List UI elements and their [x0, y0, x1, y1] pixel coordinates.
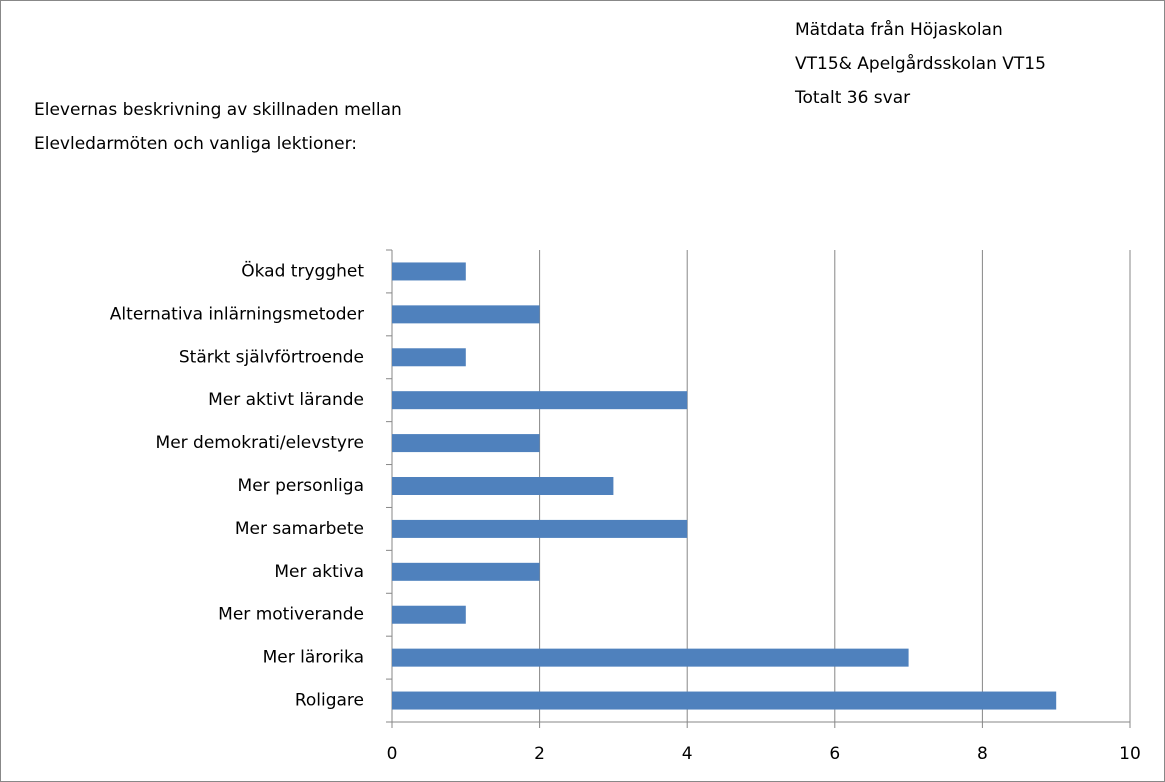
x-tick-label: 10 — [1119, 744, 1141, 764]
x-tick-label: 0 — [387, 744, 398, 764]
y-tick-label: Mer motiverande — [218, 605, 364, 625]
chart-title: Elevernas beskrivning av skillnaden mell… — [34, 100, 402, 120]
bar — [392, 605, 466, 624]
annotation: Mätdata från Höjaskolan — [795, 19, 1003, 40]
bar — [392, 262, 466, 281]
x-tick-label: 8 — [977, 744, 988, 764]
y-tick-label: Mer aktiva — [274, 562, 364, 582]
x-tick-label: 6 — [829, 744, 840, 764]
y-tick-label: Stärkt självförtroende — [179, 347, 364, 367]
bar — [392, 391, 688, 410]
y-tick-label: Alternativa inlärningsmetoder — [110, 304, 364, 324]
y-tick-label: Mer aktivt lärande — [208, 390, 364, 410]
y-tick-label: Mer demokrati/elevstyre — [156, 433, 364, 453]
x-tick-label: 2 — [534, 744, 545, 764]
annotation: Totalt 36 svar — [794, 88, 910, 108]
x-tick-label: 4 — [682, 744, 693, 764]
y-tick-label: Roligare — [295, 691, 364, 711]
y-tick-label: Mer samarbete — [235, 519, 364, 539]
bar — [392, 562, 540, 581]
y-tick-label: Mer lärorika — [263, 648, 364, 668]
bar — [392, 691, 1057, 710]
bar — [392, 477, 614, 495]
bar — [392, 434, 540, 453]
annotation: VT15& Apelgårdsskolan VT15 — [795, 53, 1046, 74]
bar — [392, 648, 909, 667]
bar — [392, 305, 540, 324]
y-tick-label: Mer personliga — [238, 476, 364, 496]
bar — [392, 348, 466, 367]
y-tick-label: Ökad trygghet — [241, 259, 364, 281]
chart-title: Elevledarmöten och vanliga lektioner: — [34, 134, 357, 154]
bar — [392, 519, 688, 538]
